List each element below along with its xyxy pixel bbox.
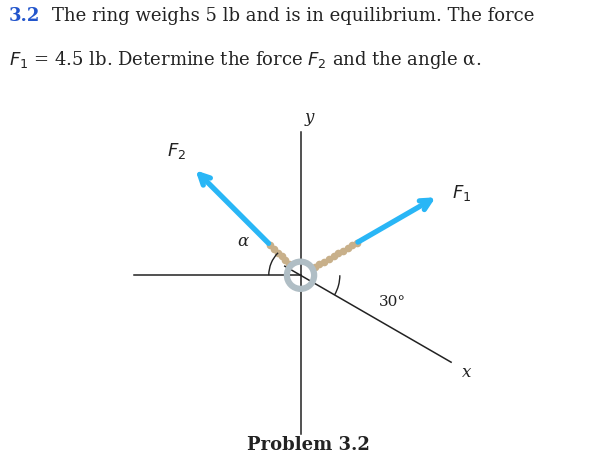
- Text: The ring weighs 5 lb and is in equilibrium. The force: The ring weighs 5 lb and is in equilibri…: [52, 7, 534, 25]
- Text: α: α: [237, 233, 249, 251]
- Text: 3.2: 3.2: [9, 7, 41, 25]
- Text: x: x: [462, 363, 471, 381]
- Text: 30°: 30°: [379, 295, 406, 309]
- Text: y: y: [305, 109, 314, 125]
- Text: $F_2$: $F_2$: [167, 141, 186, 161]
- Text: $F_1$: $F_1$: [452, 183, 471, 203]
- Text: Problem 3.2: Problem 3.2: [246, 436, 370, 453]
- Text: $F_1$ = 4.5 lb. Determine the force $F_2$ and the angle α.: $F_1$ = 4.5 lb. Determine the force $F_2…: [9, 49, 481, 71]
